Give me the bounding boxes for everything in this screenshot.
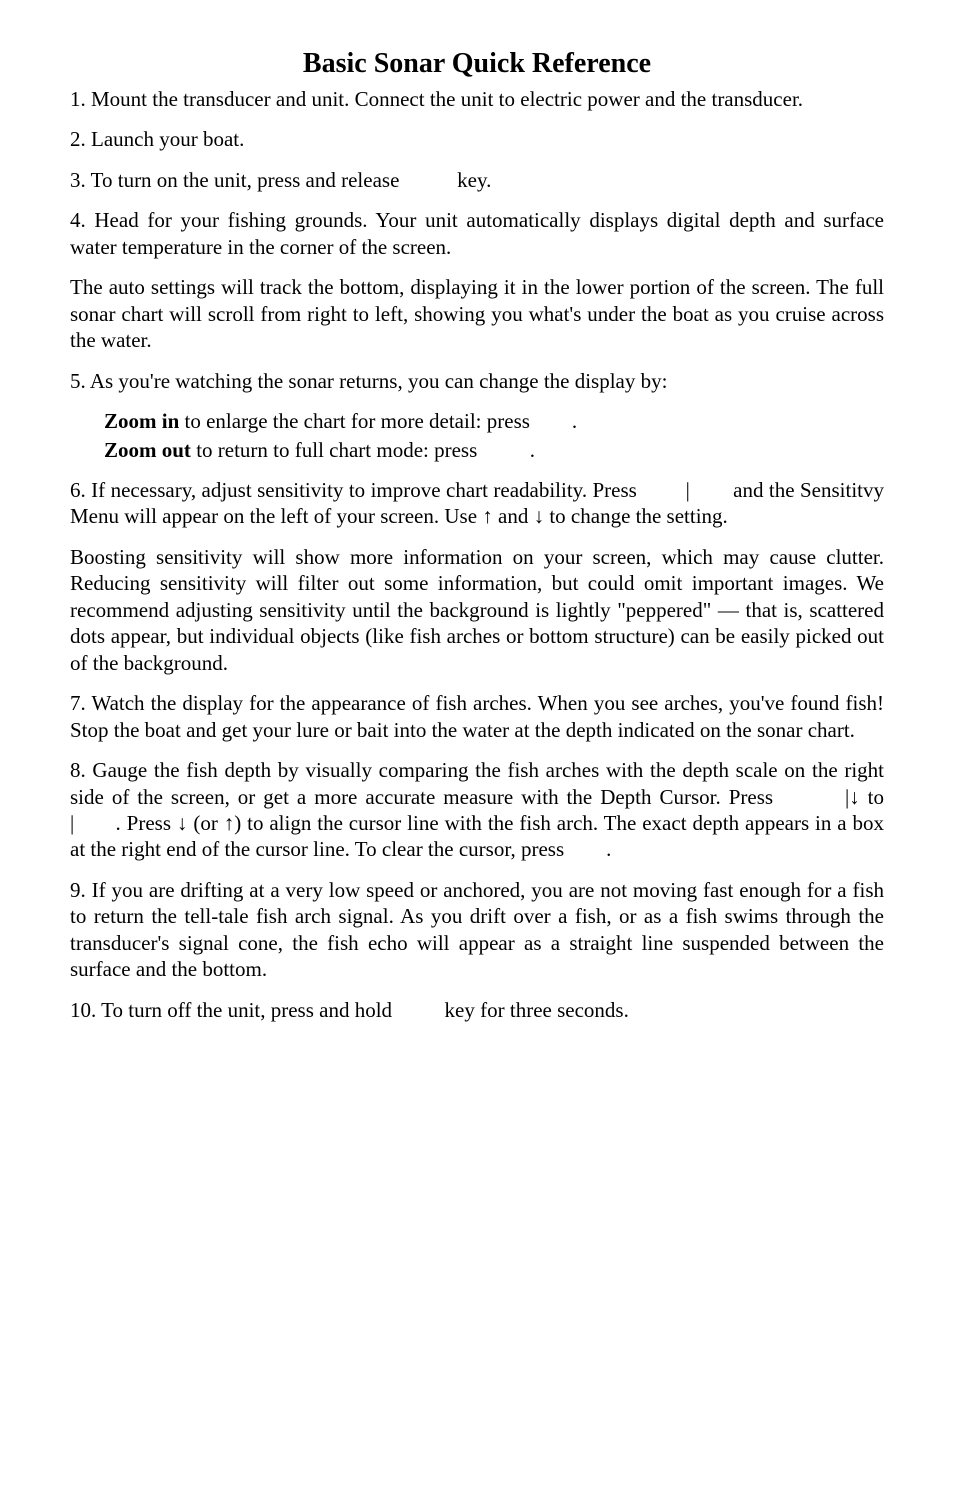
- step-10: 10. To turn off the unit, press and hold…: [70, 997, 884, 1023]
- zoom-out-line: Zoom out to return to full chart mode: p…: [104, 437, 884, 463]
- step-4: 4. Head for your fishing grounds. Your u…: [70, 207, 884, 260]
- step-1: 1. Mount the transducer and unit. Connec…: [70, 86, 884, 112]
- zoom-in-label: Zoom in: [104, 409, 179, 433]
- step-3: 3. To turn on the unit, press and releas…: [70, 167, 884, 193]
- step-8: 8. Gauge the fish depth by visually comp…: [70, 757, 884, 863]
- step-5: 5. As you're watching the sonar returns,…: [70, 368, 884, 394]
- zoom-instructions: Zoom in to enlarge the chart for more de…: [104, 408, 884, 463]
- step-9: 9. If you are drifting at a very low spe…: [70, 877, 884, 983]
- zoom-in-text: to enlarge the chart for more detail: pr…: [179, 409, 577, 433]
- page-title: Basic Sonar Quick Reference: [70, 48, 884, 80]
- step-6: 6. If necessary, adjust sensitivity to i…: [70, 477, 884, 530]
- auto-settings-paragraph: The auto settings will track the bottom,…: [70, 274, 884, 353]
- zoom-out-text: to return to full chart mode: press .: [191, 438, 535, 462]
- sensitivity-paragraph: Boosting sensitivity will show more info…: [70, 544, 884, 676]
- zoom-in-line: Zoom in to enlarge the chart for more de…: [104, 408, 884, 434]
- zoom-out-label: Zoom out: [104, 438, 191, 462]
- step-7: 7. Watch the display for the appearance …: [70, 690, 884, 743]
- document-page: Basic Sonar Quick Reference 1. Mount the…: [0, 0, 954, 1487]
- step-2: 2. Launch your boat.: [70, 126, 884, 152]
